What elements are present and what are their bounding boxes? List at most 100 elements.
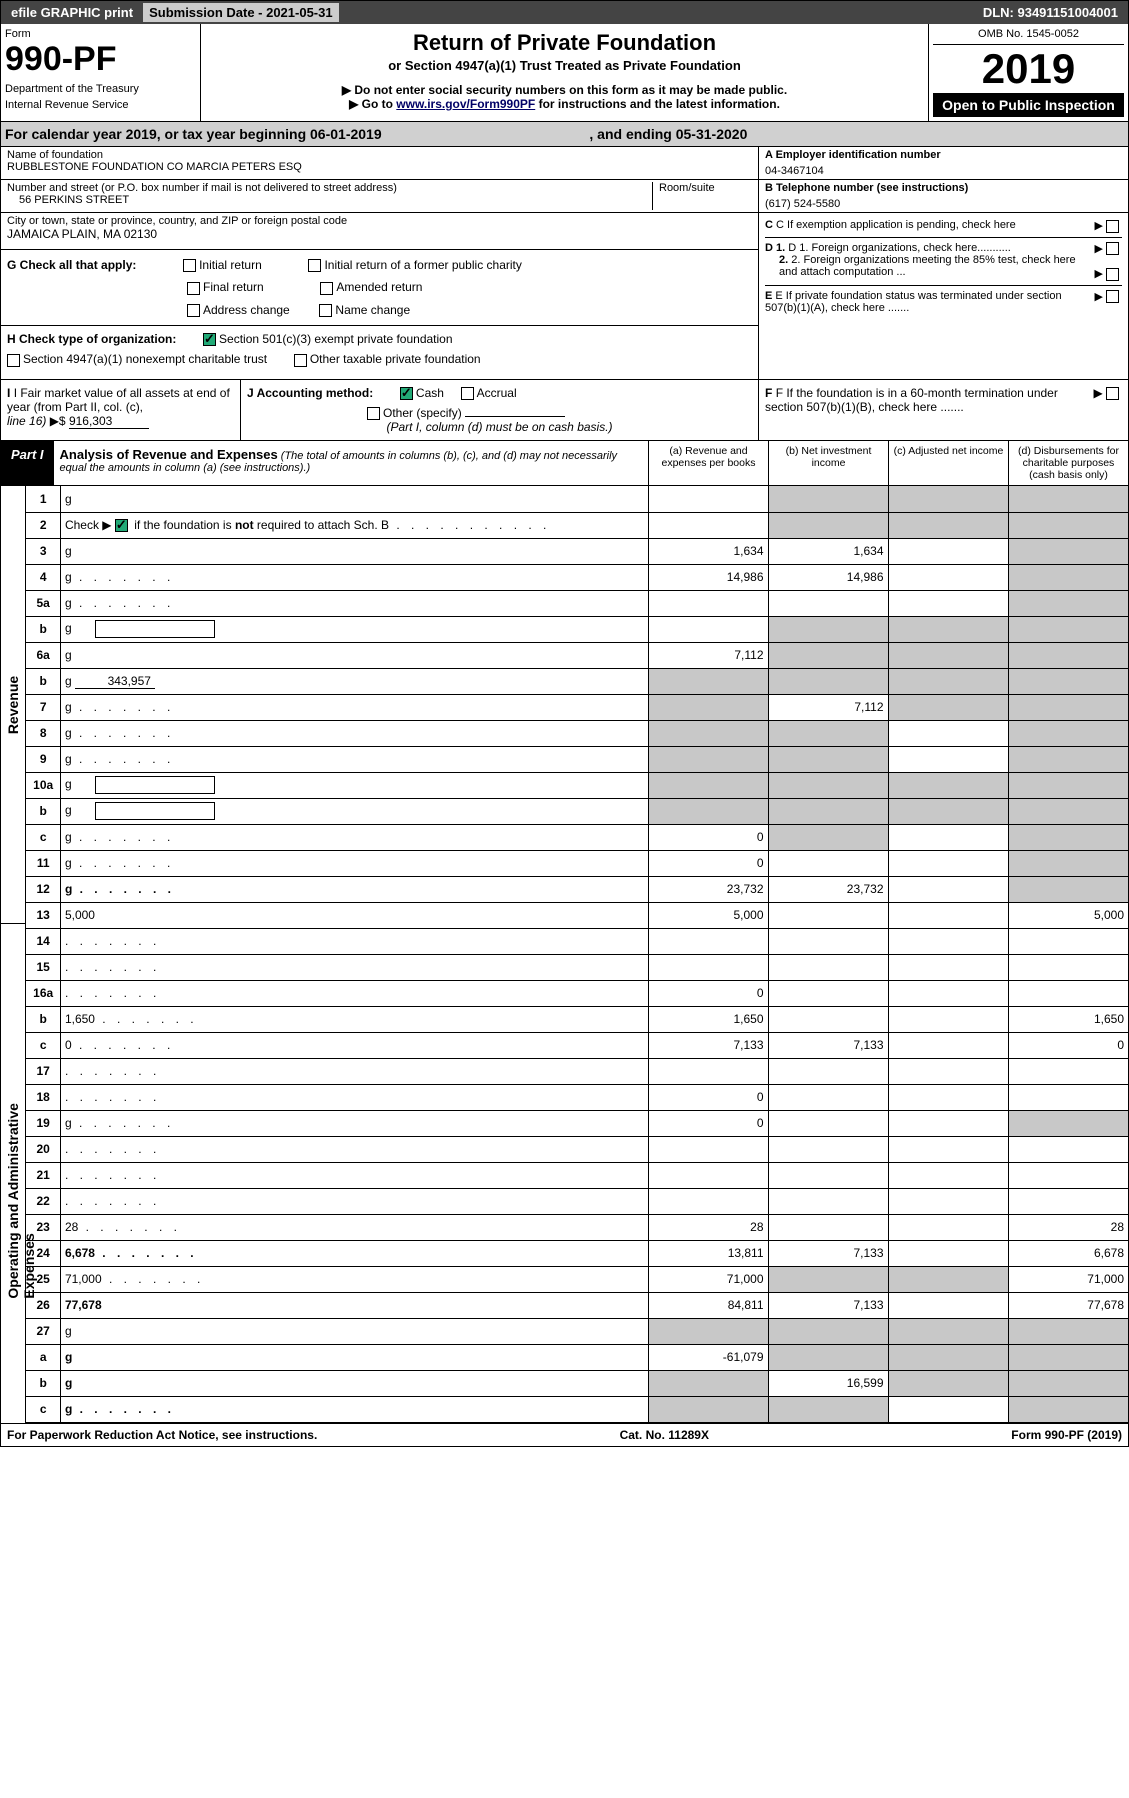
line-number: b xyxy=(26,1370,60,1396)
cell-b xyxy=(768,720,888,746)
cell-b xyxy=(768,1214,888,1240)
table-row: 2677,67884,8117,13377,678 xyxy=(26,1292,1128,1318)
cell-a: 0 xyxy=(648,850,768,876)
cb-other-acct[interactable] xyxy=(367,407,380,420)
cell-a: 0 xyxy=(648,824,768,850)
tel-label: B Telephone number (see instructions) xyxy=(765,182,1122,194)
line-desc: . . . . . . . xyxy=(60,1188,648,1214)
line-desc: g xyxy=(60,1370,648,1396)
line-desc: 6,678 . . . . . . . xyxy=(60,1240,648,1266)
cell-b xyxy=(768,1058,888,1084)
cell-b xyxy=(768,746,888,772)
line-desc: . . . . . . . xyxy=(60,1136,648,1162)
cb-d1[interactable] xyxy=(1106,242,1119,255)
cell-d xyxy=(1008,590,1128,616)
cell-a xyxy=(648,746,768,772)
cb-f[interactable] xyxy=(1106,387,1119,400)
irs-link[interactable]: www.irs.gov/Form990PF xyxy=(396,97,535,111)
line-desc: g . . . . . . . xyxy=(60,720,648,746)
cell-b xyxy=(768,1084,888,1110)
cb-final-return[interactable] xyxy=(187,282,200,295)
cell-a xyxy=(648,590,768,616)
part1-header: Part I Analysis of Revenue and Expenses … xyxy=(1,441,1128,486)
table-row: 10ag xyxy=(26,772,1128,798)
city-checks-row: City or town, state or province, country… xyxy=(1,213,1128,380)
table-row: 15 . . . . . . . xyxy=(26,954,1128,980)
cb-amended[interactable] xyxy=(320,282,333,295)
cb-cash[interactable] xyxy=(400,387,413,400)
cell-d xyxy=(1008,616,1128,642)
cb-initial-former[interactable] xyxy=(308,259,321,272)
line-number: 27 xyxy=(26,1318,60,1344)
cell-a: 23,732 xyxy=(648,876,768,902)
cell-c xyxy=(888,772,1008,798)
line-desc: 5,000 xyxy=(60,902,648,928)
table-row: 246,678 . . . . . . .13,8117,1336,678 xyxy=(26,1240,1128,1266)
cb-accrual[interactable] xyxy=(461,387,474,400)
ein-value: 04-3467104 xyxy=(765,161,1122,177)
c-label: C If exemption application is pending, c… xyxy=(776,219,1016,231)
h-label: H Check type of organization: xyxy=(7,332,176,346)
form-note-link: ▶ Go to www.irs.gov/Form990PF for instru… xyxy=(207,97,922,111)
cell-d xyxy=(1008,772,1128,798)
addr-label: Number and street (or P.O. box number if… xyxy=(7,182,652,194)
cell-a xyxy=(648,1396,768,1422)
cell-b xyxy=(768,1006,888,1032)
form-note-ssn: ▶ Do not enter social security numbers o… xyxy=(207,83,922,97)
table-row: 2Check ▶ if the foundation is not requir… xyxy=(26,512,1128,538)
footer-right: Form 990-PF (2019) xyxy=(1011,1428,1122,1442)
cell-a: 1,634 xyxy=(648,538,768,564)
line-desc: 0 . . . . . . . xyxy=(60,1032,648,1058)
part1-label: Part I xyxy=(1,441,54,485)
form-label: Form xyxy=(5,28,196,40)
submission-date: Submission Date - 2021-05-31 xyxy=(143,3,339,22)
table-row: 14 . . . . . . . xyxy=(26,928,1128,954)
cell-c xyxy=(888,876,1008,902)
table-row: cg . . . . . . .0 xyxy=(26,824,1128,850)
cell-d: 71,000 xyxy=(1008,1266,1128,1292)
form-number: 990-PF xyxy=(5,40,196,79)
cell-c xyxy=(888,1188,1008,1214)
foundation-name: RUBBLESTONE FOUNDATION CO MARCIA PETERS … xyxy=(7,161,752,173)
cell-b xyxy=(768,1318,888,1344)
cell-a: 0 xyxy=(648,1084,768,1110)
cell-a xyxy=(648,1162,768,1188)
cell-c xyxy=(888,1006,1008,1032)
cell-b: 16,599 xyxy=(768,1370,888,1396)
cb-4947a1[interactable] xyxy=(7,354,20,367)
table-row: 2571,000 . . . . . . .71,00071,000 xyxy=(26,1266,1128,1292)
cb-name-change[interactable] xyxy=(319,304,332,317)
line-number: c xyxy=(26,1396,60,1422)
cell-b xyxy=(768,668,888,694)
form-container: efile GRAPHIC print Submission Date - 20… xyxy=(0,0,1129,1447)
cb-other-taxable[interactable] xyxy=(294,354,307,367)
cell-a: 0 xyxy=(648,1110,768,1136)
cell-d xyxy=(1008,1370,1128,1396)
cell-a xyxy=(648,616,768,642)
table-row: bg xyxy=(26,798,1128,824)
line-desc: g . . . . . . . xyxy=(60,876,648,902)
line-desc: g . . . . . . . xyxy=(60,824,648,850)
cell-c xyxy=(888,798,1008,824)
line-desc: g . . . . . . . xyxy=(60,746,648,772)
line-desc: . . . . . . . xyxy=(60,1084,648,1110)
cb-initial-return[interactable] xyxy=(183,259,196,272)
cb-e[interactable] xyxy=(1106,290,1119,303)
cell-d: 0 xyxy=(1008,1032,1128,1058)
part1-table: 1g2Check ▶ if the foundation is not requ… xyxy=(26,486,1128,1423)
g-label: G Check all that apply: xyxy=(7,258,136,272)
cell-a xyxy=(648,694,768,720)
cell-b xyxy=(768,824,888,850)
line-number: b xyxy=(26,1006,60,1032)
cb-c[interactable] xyxy=(1106,220,1119,233)
cell-a: 0 xyxy=(648,980,768,1006)
line-desc: 71,000 . . . . . . . xyxy=(60,1266,648,1292)
form-header: Form 990-PF Department of the Treasury I… xyxy=(1,24,1128,122)
cb-address-change[interactable] xyxy=(187,304,200,317)
cb-d2[interactable] xyxy=(1106,268,1119,281)
tel-box: B Telephone number (see instructions) (6… xyxy=(758,180,1128,212)
line-number: 5a xyxy=(26,590,60,616)
line-desc: g xyxy=(60,616,648,642)
line-desc: g xyxy=(60,642,648,668)
cb-501c3[interactable] xyxy=(203,333,216,346)
